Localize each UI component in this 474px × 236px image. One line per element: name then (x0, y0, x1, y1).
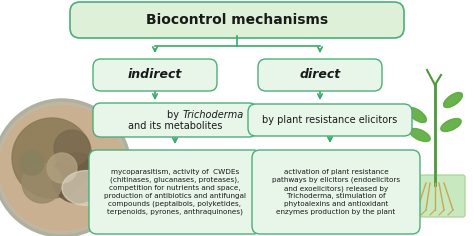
Ellipse shape (441, 118, 461, 131)
Ellipse shape (410, 129, 430, 142)
Circle shape (12, 118, 92, 198)
Circle shape (54, 130, 90, 166)
Circle shape (0, 104, 126, 232)
Circle shape (22, 163, 62, 203)
FancyBboxPatch shape (70, 2, 404, 38)
Text: by plant resistance elicitors: by plant resistance elicitors (263, 115, 398, 125)
Ellipse shape (408, 107, 427, 122)
FancyBboxPatch shape (252, 150, 420, 234)
Circle shape (52, 153, 102, 203)
Ellipse shape (62, 170, 112, 206)
Ellipse shape (444, 93, 463, 108)
Text: Trichoderma: Trichoderma (183, 110, 244, 120)
FancyBboxPatch shape (93, 59, 217, 91)
Circle shape (47, 153, 77, 183)
Text: mycoparasitism, activity of  CWDEs
(chitinases, glucanases, proteases),
competit: mycoparasitism, activity of CWDEs (chiti… (104, 169, 246, 215)
FancyBboxPatch shape (258, 59, 382, 91)
FancyBboxPatch shape (89, 150, 261, 234)
FancyBboxPatch shape (93, 103, 257, 137)
Text: by: by (167, 110, 182, 120)
Circle shape (0, 100, 130, 236)
Text: direct: direct (300, 68, 341, 81)
FancyBboxPatch shape (405, 175, 465, 217)
FancyBboxPatch shape (248, 104, 412, 136)
Text: indirect: indirect (128, 68, 182, 81)
Text: activation of plant resistance
pathways by elicitors (endoelicitors
and exoelici: activation of plant resistance pathways … (272, 169, 400, 215)
Circle shape (20, 151, 44, 175)
Text: and its metabolites: and its metabolites (128, 121, 222, 131)
Text: Biocontrol mechanisms: Biocontrol mechanisms (146, 13, 328, 27)
